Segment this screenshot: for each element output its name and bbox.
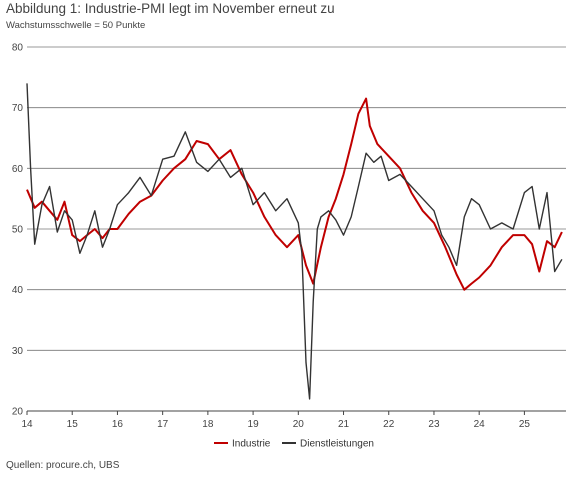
- x-tick-label-24: 24: [474, 419, 486, 430]
- x-tick-label-17: 17: [157, 419, 169, 430]
- x-tick-label-20: 20: [293, 419, 305, 430]
- x-tick-label-19: 19: [248, 419, 260, 430]
- x-tick-label-16: 16: [112, 419, 124, 430]
- series-line-industrie: [26, 97, 563, 291]
- legend-label-dienstleistungen: Dienstleistungen: [300, 439, 374, 450]
- series-line-dienstleistungen: [26, 83, 563, 400]
- y-tick-label-30: 30: [12, 346, 24, 357]
- y-tick-label-50: 50: [12, 225, 24, 236]
- y-tick-label-20: 20: [12, 407, 24, 418]
- x-tick-label-15: 15: [67, 419, 79, 430]
- x-tick-label-21: 21: [338, 419, 350, 430]
- y-tick-label-40: 40: [12, 285, 24, 296]
- chart-title: Abbildung 1: Industrie-PMI legt im Novem…: [6, 1, 335, 16]
- x-tick-label-18: 18: [202, 419, 214, 430]
- x-tick-label-25: 25: [519, 419, 531, 430]
- chart-source: Quellen: procure.ch, UBS: [6, 460, 120, 471]
- y-tick-label-60: 60: [12, 164, 24, 175]
- x-tick-label-14: 14: [21, 419, 33, 430]
- x-tick-label-23: 23: [428, 419, 440, 430]
- y-tick-label-80: 80: [12, 43, 24, 54]
- y-tick-label-70: 70: [12, 103, 24, 114]
- legend-label-industrie: Industrie: [232, 439, 271, 450]
- chart-subtitle: Wachstumsschwelle = 50 Punkte: [6, 20, 146, 31]
- x-tick-label-22: 22: [383, 419, 395, 430]
